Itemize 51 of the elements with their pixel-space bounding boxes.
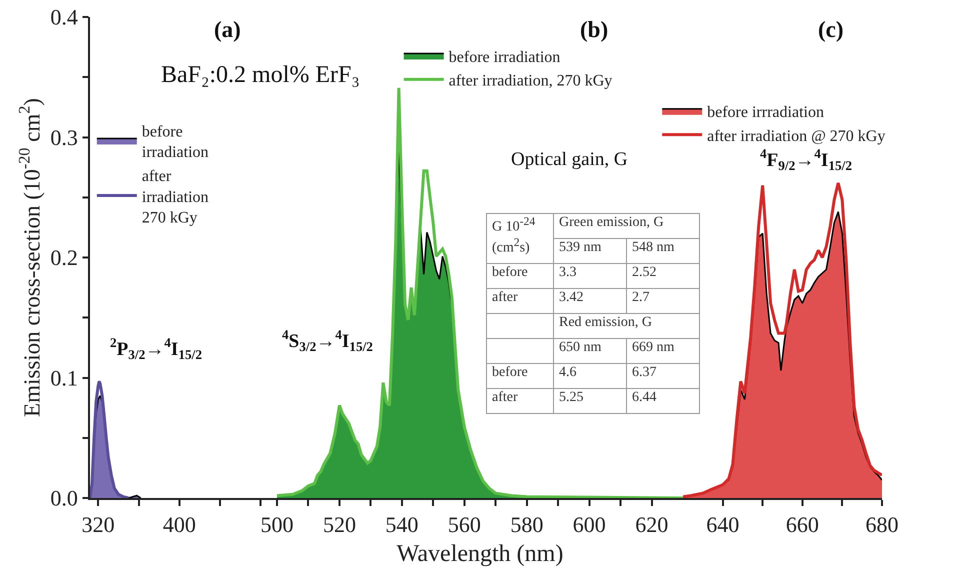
annotation: 669 nm: [626, 338, 700, 364]
x-tick-label: 400: [162, 512, 196, 538]
x-tick-label: 580: [510, 512, 544, 538]
annotation: 4.6: [554, 364, 626, 388]
x-tick-label: 520: [322, 512, 356, 538]
annotation: Green emission, G: [554, 214, 700, 238]
annotation: 539 nm: [554, 238, 626, 264]
y-tick-label: 0.1: [50, 365, 78, 390]
x-tick-label: 320: [82, 512, 115, 538]
annotation: Red emission, G: [554, 314, 700, 338]
annotation: 650 nm: [554, 338, 626, 364]
x-tick-label: 660: [786, 512, 819, 538]
x-axis-title: Wavelength (nm): [396, 540, 564, 567]
annotation: $^{2}$P$_{3/2}$→$^{4}$I$_{15/2}$: [110, 335, 202, 362]
annotation: before: [486, 364, 554, 388]
annotation: 6.44: [626, 388, 700, 414]
x-tick-label: 620: [635, 512, 668, 538]
line-series: [90, 380, 130, 498]
annotation: 548 nm: [626, 238, 700, 264]
x-tick-label: 540: [385, 512, 418, 538]
x-tick-label: 560: [448, 512, 481, 538]
annotation: before: [486, 264, 554, 288]
annotation: 3.42: [554, 288, 626, 314]
annotation: BaF₂:0.2 mol% ErF₃: [161, 62, 360, 88]
annotation: G 10$^{-24}$ (cm$^{2}$s): [486, 214, 554, 264]
annotation: 2.7: [626, 288, 700, 314]
annotation: after: [486, 388, 554, 414]
annotation: $^{4}$S$_{3/2}$→$^{4}$I$_{15/2}$: [282, 327, 374, 354]
y-tick-label: 0.3: [50, 124, 78, 150]
y-tick-label: 0.4: [50, 4, 78, 30]
x-tick-label: 500: [260, 512, 294, 538]
annotation: $^{4}$F$_{9/2}$→$^{4}$I$_{15/2}$: [760, 146, 852, 173]
y-tick-label: 0.0: [50, 486, 78, 511]
annotation: 2.52: [626, 264, 700, 288]
legend-label: before irradiation: [448, 48, 560, 66]
annotation: after: [486, 288, 554, 314]
annotation: Optical gain, G: [511, 149, 628, 170]
chart-title: (c): [818, 17, 844, 42]
legend-label: after irradiation @ 270 kGy: [707, 128, 886, 145]
annotation: 3.3: [554, 264, 626, 288]
annotation: 6.37: [626, 364, 700, 388]
chart-title: (b): [580, 17, 608, 42]
annotation: 5.25: [554, 388, 626, 414]
legend-label: before irrradiation: [707, 104, 824, 122]
legend-label: after irradiation, 270 kGy: [448, 72, 612, 90]
y-tick-label: 0.2: [50, 245, 78, 270]
x-tick-label: 680: [866, 512, 898, 538]
x-tick-label: 600: [572, 512, 606, 538]
chart-title: (a): [214, 17, 241, 42]
legend-label: after irradiation 270 kGy: [142, 168, 209, 227]
x-tick-label: 640: [706, 512, 740, 538]
